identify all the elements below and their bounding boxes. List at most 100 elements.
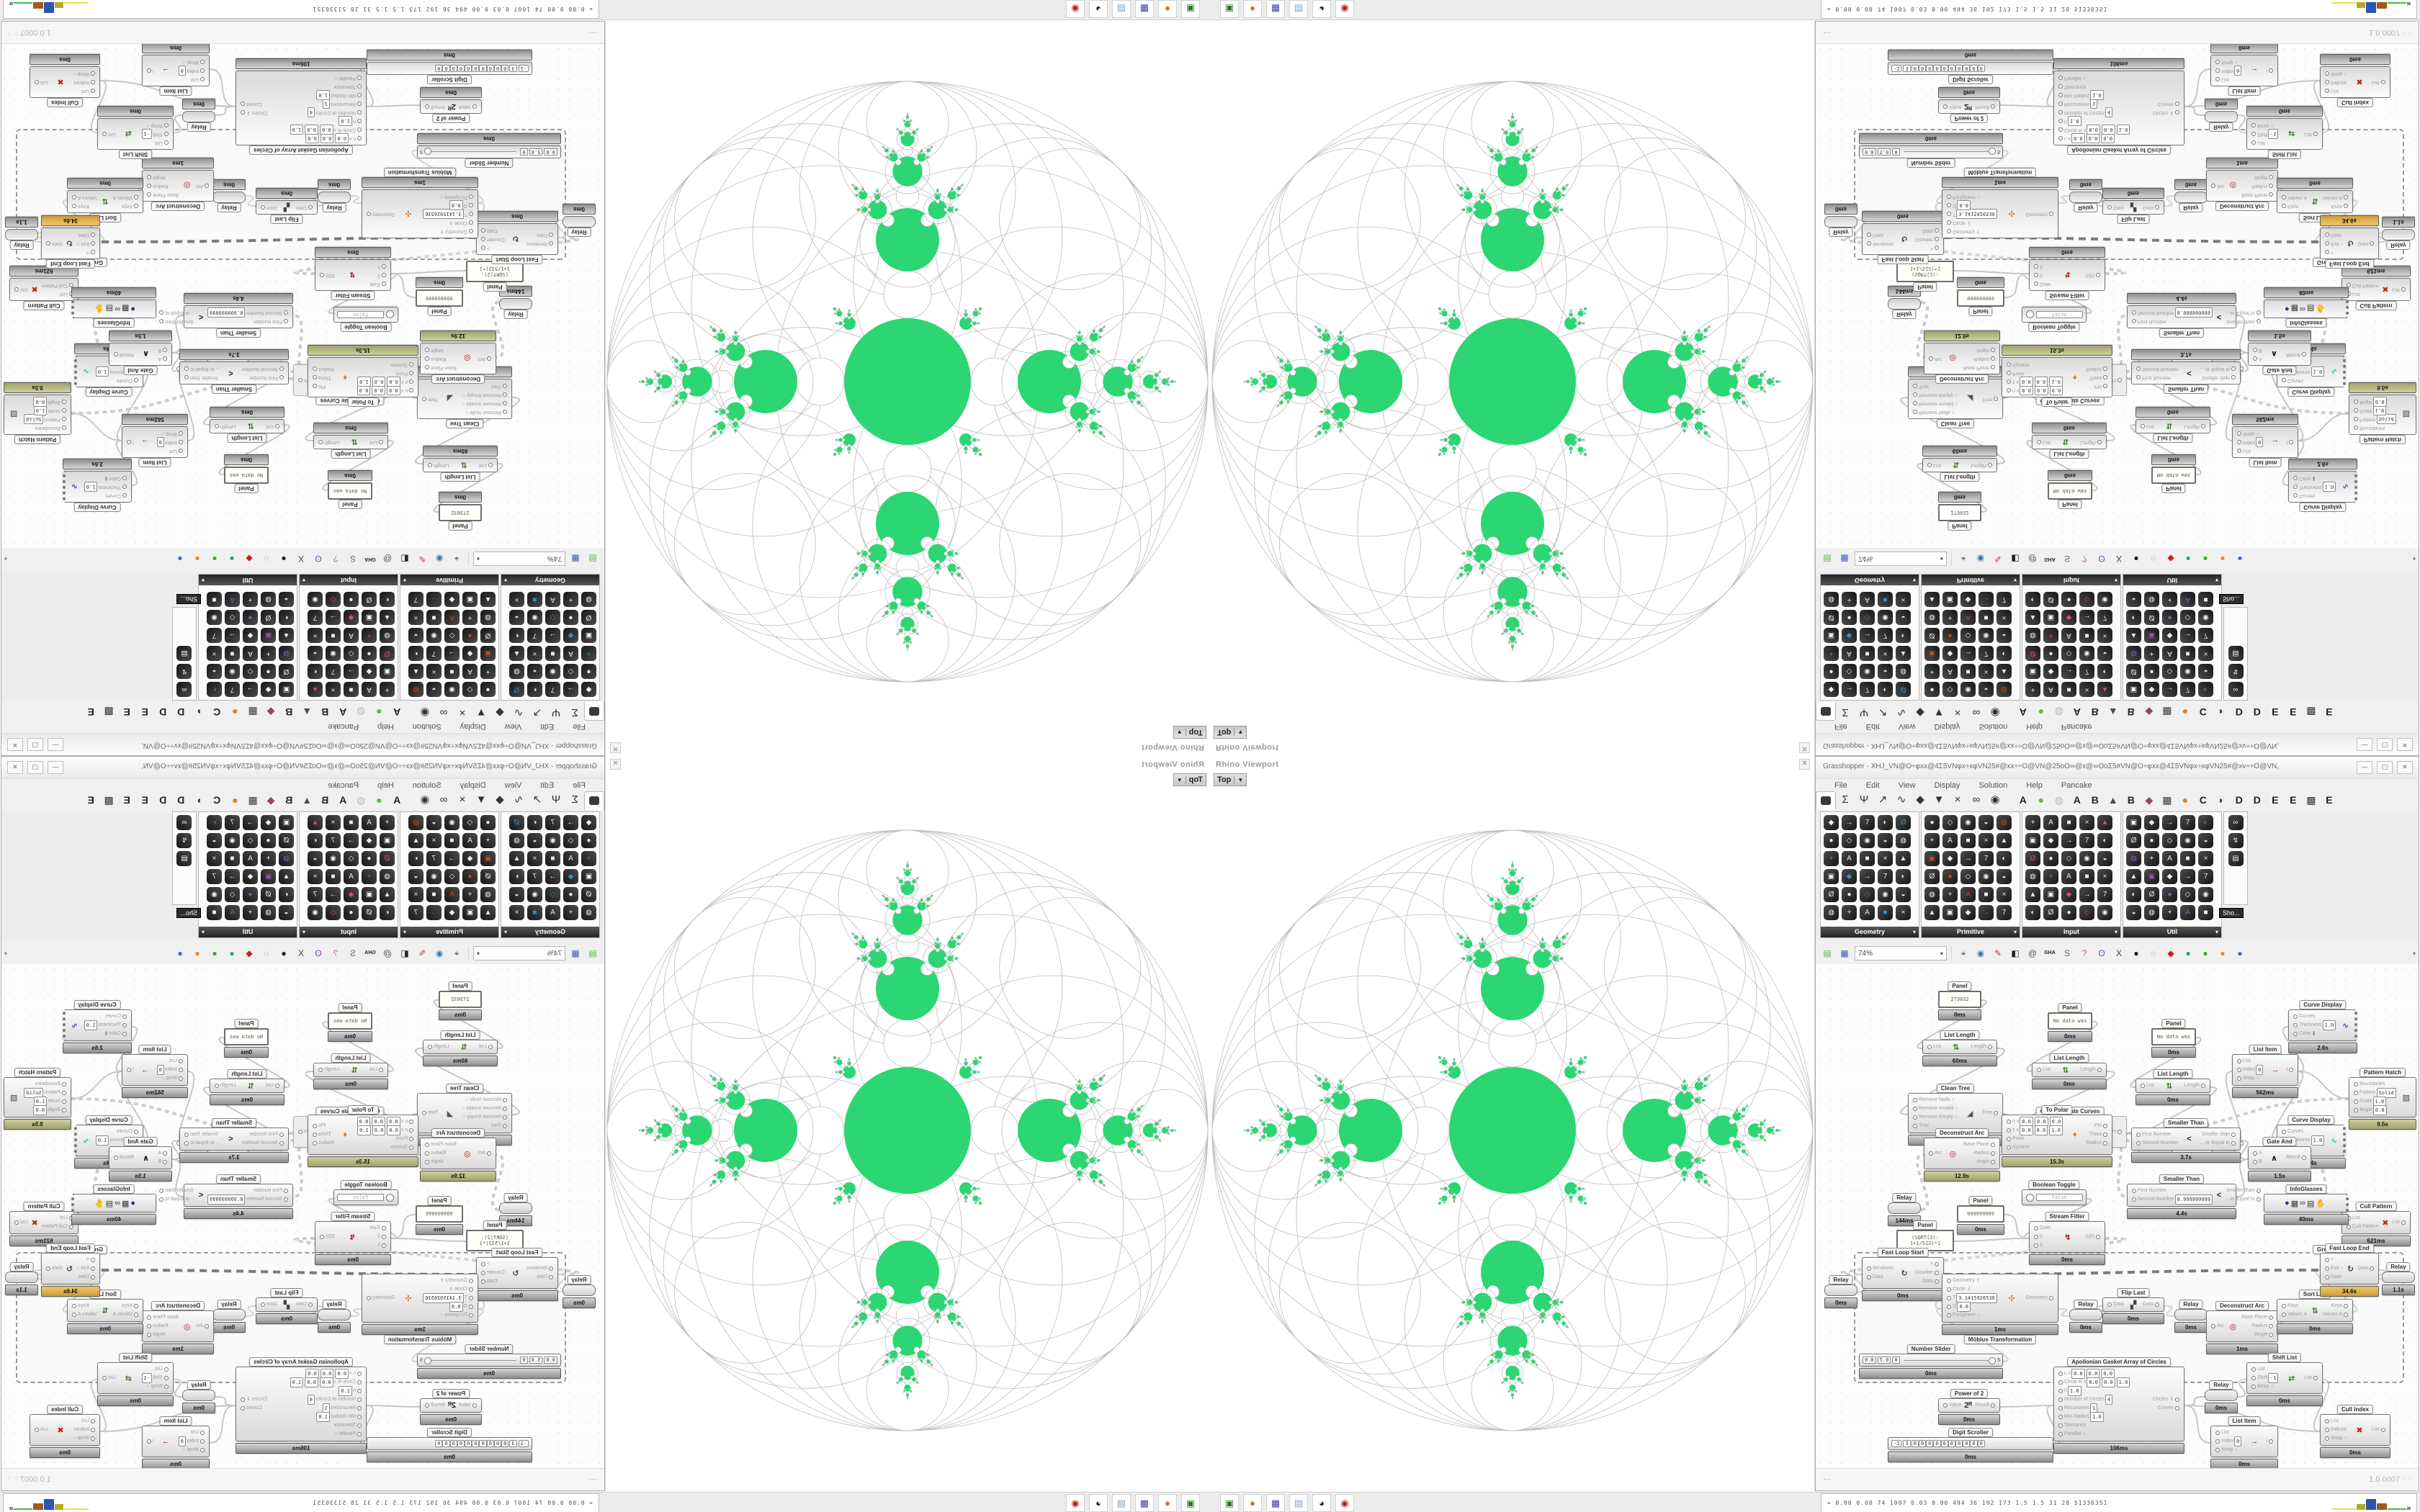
tab-category-8[interactable]: ∞ [1972, 706, 1981, 719]
output-socket[interactable] [1988, 1045, 1993, 1049]
output-socket[interactable] [2401, 287, 2406, 292]
tab-category-5[interactable]: ◆ [1916, 706, 1924, 719]
component-icon[interactable]: ◍ [279, 851, 294, 866]
input-socket[interactable] [357, 93, 362, 97]
node-body[interactable] [2174, 1309, 2208, 1320]
node-body[interactable]: List ⇅ Length [423, 1040, 498, 1054]
node-relayB[interactable]: Relay 0ms [318, 179, 351, 212]
component-icon[interactable]: ● [1942, 869, 1958, 884]
menu-item-display[interactable]: Display [1934, 722, 1960, 731]
component-icon[interactable]: ◐ [2126, 887, 2141, 902]
node-body[interactable]: List Indices Wrap ○ ✖ List [2320, 66, 2390, 98]
node-slider[interactable]: Number Slider 0.0 5.0 0 5 0ms [1859, 1344, 2003, 1379]
input-socket[interactable] [164, 1385, 169, 1389]
component-icon[interactable]: → [225, 628, 240, 643]
node-body[interactable] [563, 1284, 596, 1296]
component-icon[interactable]: ◆ [362, 833, 377, 848]
node-topolar[interactable]: To Polar o x 0.0 0.0 0.0 z x 0.0 0.0 1.0 Point Sys… [308, 1105, 418, 1167]
floppy-64-icon[interactable]: ▦ [1135, 1494, 1154, 1512]
component-icon[interactable]: × [2097, 628, 2112, 643]
value-box[interactable]: 1.0 [95, 1135, 109, 1146]
value-box[interactable]: 0.0 [320, 133, 334, 143]
component-icon[interactable]: ◇ [1842, 664, 1857, 679]
node-cullindex[interactable]: Cull Index List Indices Wrap ○ ✖ List 0ms [2320, 1405, 2390, 1458]
node-body[interactable]: Boundaries Pattern Solid Scale 1.0 Angle 0.0 ▨ [4, 1077, 71, 1117]
output-socket[interactable] [2118, 1130, 2122, 1134]
output-socket[interactable] [312, 1124, 317, 1128]
input-socket[interactable] [549, 1266, 553, 1271]
node-relayC[interactable]: Relay 0ms [212, 179, 246, 212]
tab-plugin-1[interactable]: ● [2038, 706, 2045, 718]
value-box[interactable]: 0.0 [2035, 385, 2048, 395]
input-socket[interactable] [2034, 1235, 2038, 1239]
output-socket[interactable] [159, 310, 164, 315]
input-socket[interactable] [62, 1108, 66, 1112]
panel-label-util[interactable]: Util ▾ [199, 575, 297, 585]
component-icon[interactable]: ◍ [2144, 905, 2159, 920]
input-socket[interactable] [409, 1120, 413, 1124]
scroller-digit[interactable]: 0 [1963, 1440, 1971, 1447]
component-icon[interactable]: ▲ [1996, 833, 2012, 848]
output-socket[interactable] [261, 1302, 265, 1307]
input-socket[interactable] [2293, 493, 2298, 498]
node-slider[interactable]: Number Slider 0.0 5.0 0 5 0ms [1859, 133, 2003, 168]
zoom-combo[interactable]: 74% ▾ [473, 552, 565, 566]
component-icon[interactable]: ◇ [1960, 628, 1976, 643]
output-socket[interactable] [2096, 1235, 2101, 1239]
input-socket[interactable] [2293, 1023, 2298, 1027]
component-icon[interactable]: ▣ [261, 628, 276, 643]
input-socket[interactable] [91, 1275, 95, 1279]
node-body[interactable]: List ⇅ Length [2136, 1079, 2210, 1093]
component-icon[interactable]: A [2043, 815, 2058, 830]
component-icon[interactable]: × [207, 851, 222, 866]
input-socket[interactable] [2325, 1419, 2329, 1423]
output-socket[interactable] [147, 184, 151, 188]
component-icon[interactable]: ◉ [308, 905, 323, 920]
value-box[interactable]: 0.0 [2019, 377, 2033, 387]
component-icon[interactable]: → [444, 851, 460, 866]
component-icon[interactable]: 7 [527, 869, 542, 884]
value-box[interactable]: Solid [2376, 1088, 2396, 1098]
node-st1[interactable]: Smaller Than First Number Second Number < Sm… [2131, 349, 2241, 394]
close-icon[interactable]: ✕ [1799, 759, 1810, 770]
output-socket[interactable] [45, 1266, 50, 1271]
component-icon[interactable]: → [1860, 628, 1875, 643]
output-socket[interactable] [2155, 1302, 2159, 1307]
output-socket[interactable] [2269, 1324, 2273, 1328]
component-icon[interactable]: ∞ [2228, 682, 2244, 697]
output-socket[interactable] [424, 1403, 429, 1408]
title-bar[interactable]: Grasshopper - XHJ_VN@O÷φxx@4Σ5VNφx÷xφVN2… [1, 757, 604, 779]
input-socket[interactable] [2282, 204, 2286, 208]
component-icon[interactable]: A [2180, 905, 2195, 920]
component-icon[interactable]: ◆ [581, 682, 596, 697]
input-socket[interactable] [357, 136, 362, 140]
value-box[interactable]: 1.0 [339, 116, 353, 126]
component-icon[interactable]: Ø [279, 664, 294, 679]
output-socket[interactable] [2289, 1068, 2293, 1072]
input-socket[interactable] [200, 68, 205, 73]
component-icon[interactable]: Ø [509, 682, 524, 697]
component-icon[interactable]: ◆ [1824, 815, 1839, 830]
output-socket[interactable] [2381, 80, 2385, 84]
menu-item-view[interactable]: View [504, 722, 522, 731]
scroller-digit[interactable]: 0 [1918, 1440, 1927, 1447]
node-sf[interactable]: Stream Filter Gate 0 1 ↯ S(0) 0ms [2029, 1212, 2105, 1265]
input-socket[interactable] [2354, 408, 2358, 413]
input-socket[interactable] [2354, 1091, 2358, 1095]
component-icon[interactable]: ◍ [581, 592, 596, 607]
component-icon[interactable]: ◇ [2061, 851, 2076, 866]
node-body[interactable]: List Index 0 Wrap ○ → i [142, 1426, 210, 1457]
value-box[interactable]: 0 [2256, 437, 2264, 447]
preview-eye-icon[interactable]: ◉ [435, 948, 444, 958]
component-icon[interactable]: ▣ [2126, 682, 2141, 697]
panel-label-primitive[interactable]: Primitive ▾ [1922, 575, 2020, 585]
node-fls[interactable]: Fast Loop Start Iterations Data ↻ > Counter Da… [1862, 1248, 1944, 1301]
input-socket[interactable] [134, 1304, 138, 1308]
node-p273032[interactable]: Panel 273032 0ms [1938, 981, 1981, 1020]
input-socket[interactable] [164, 140, 169, 145]
input-socket[interactable] [1943, 104, 1948, 109]
input-socket[interactable] [2347, 1225, 2351, 1229]
component-icon[interactable]: → [563, 815, 578, 830]
menu-item-edit[interactable]: Edit [1865, 722, 1880, 731]
input-socket[interactable] [503, 1098, 507, 1102]
